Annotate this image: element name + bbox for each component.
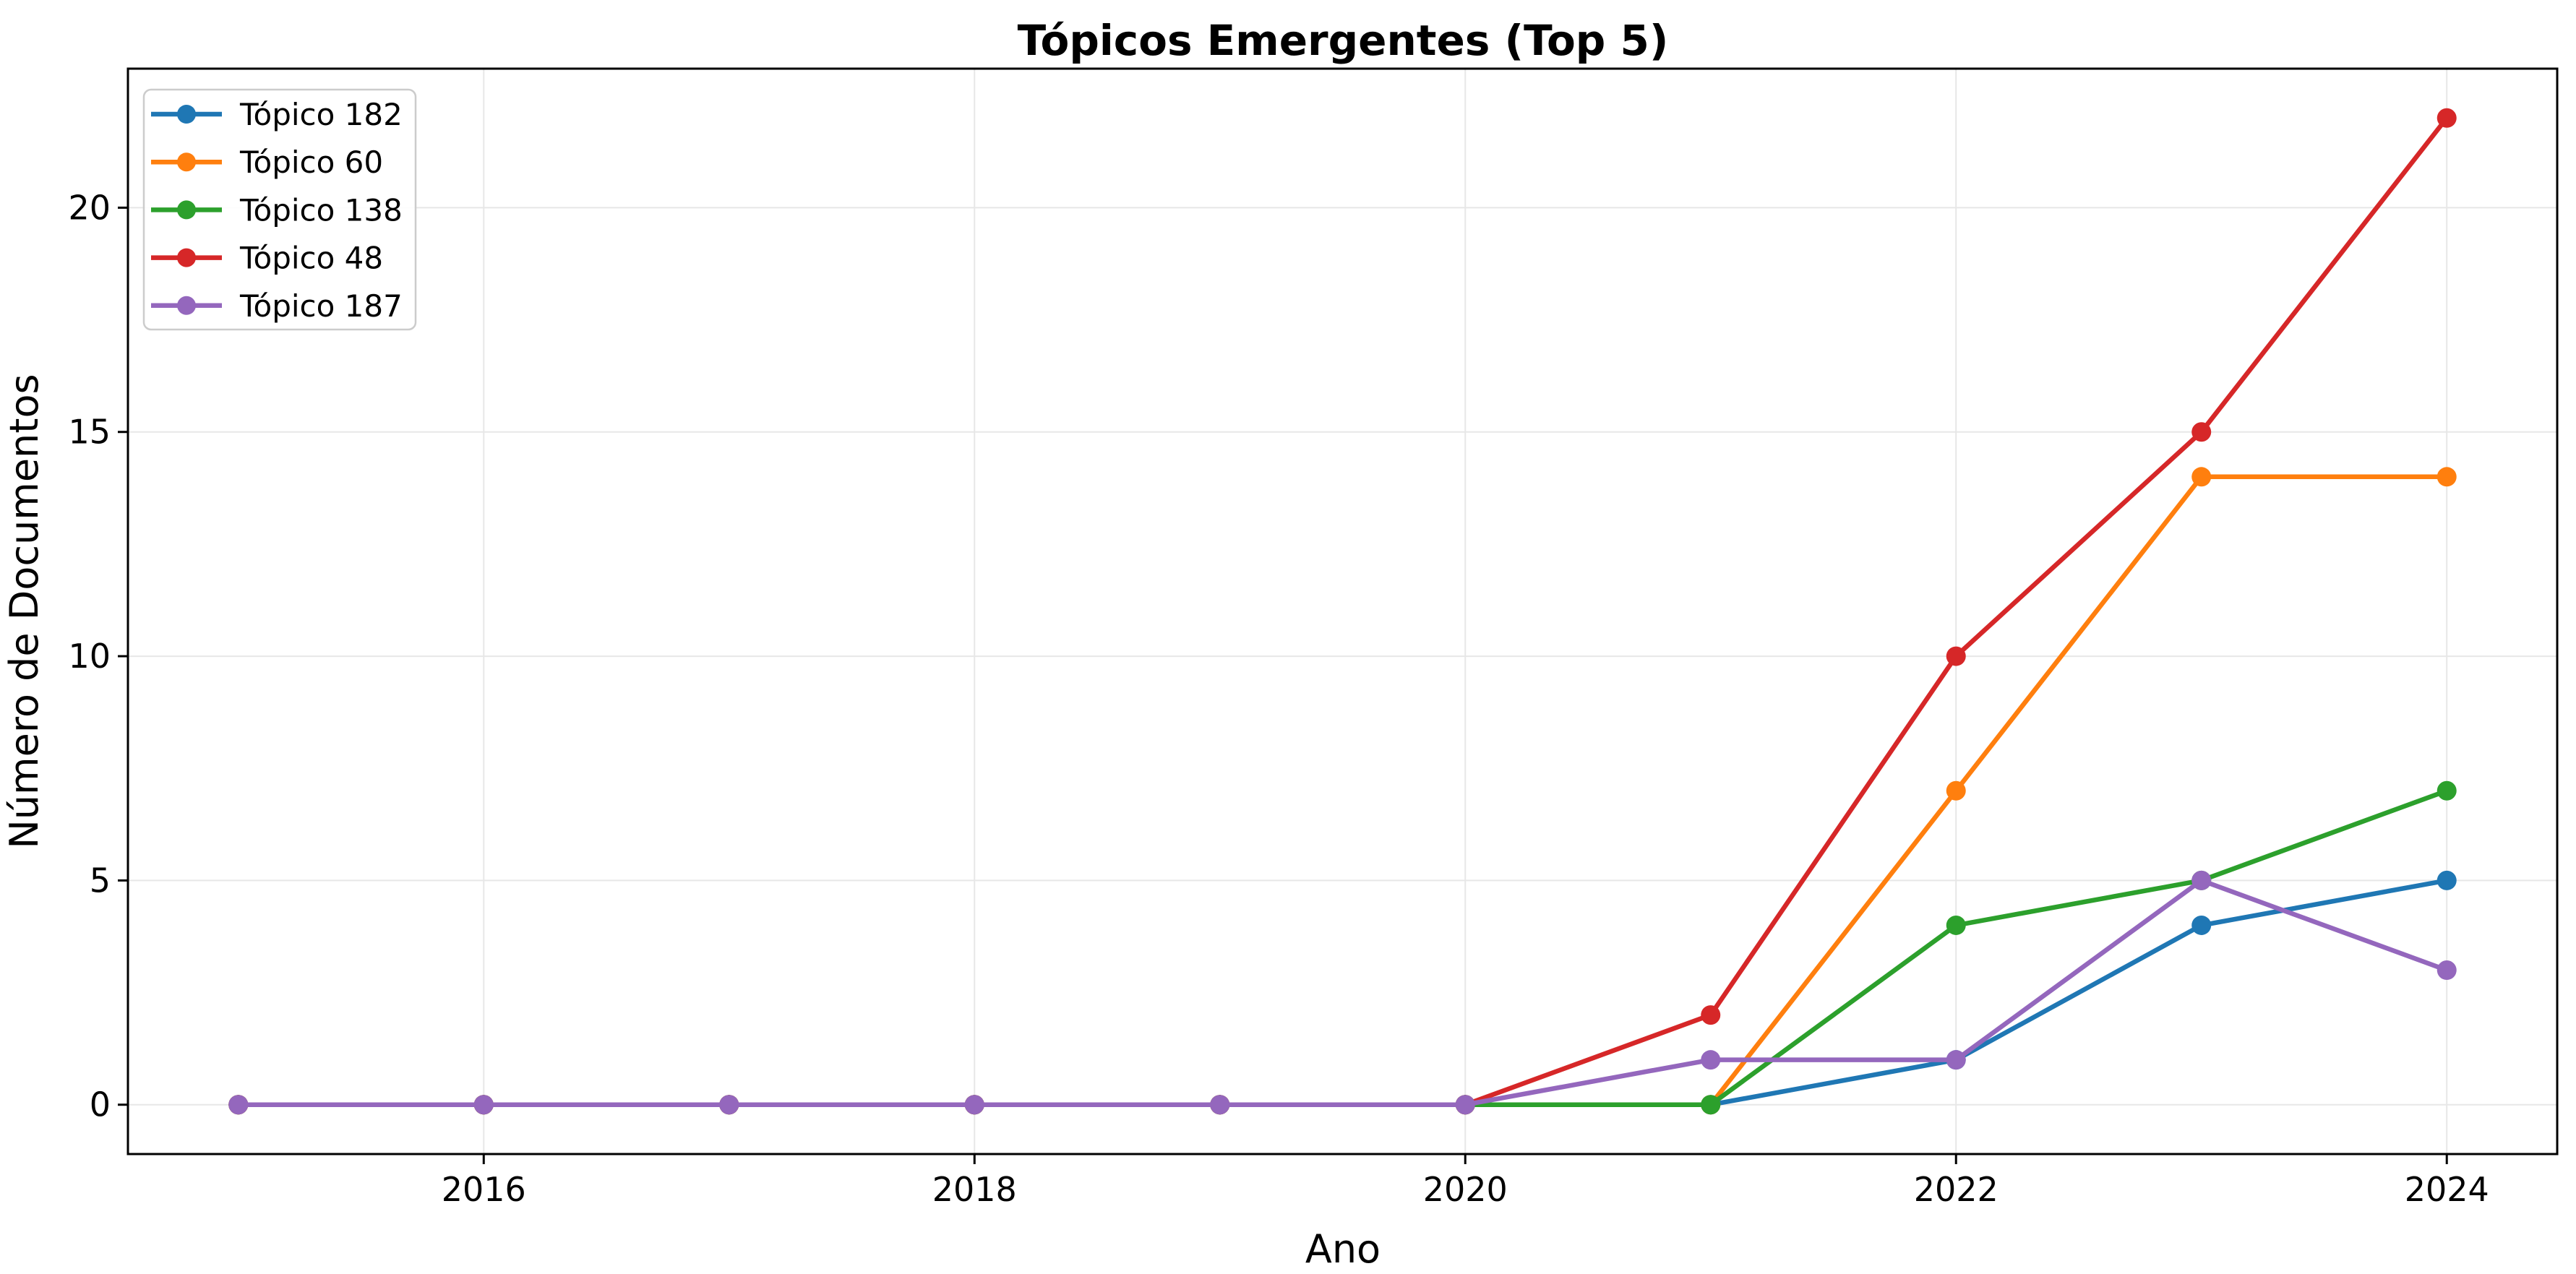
gridlines <box>128 69 2557 1154</box>
legend-label: Tópico 138 <box>239 192 403 228</box>
data-point-marker <box>2437 108 2457 128</box>
series-line <box>238 878 2448 1107</box>
data-point-marker <box>1210 1095 1230 1115</box>
data-point-marker <box>964 1095 984 1115</box>
plot-border <box>126 67 2559 1155</box>
data-point-marker <box>1946 780 1966 801</box>
x-tick-label: 2022 <box>1914 1170 1998 1209</box>
data-point-marker <box>2437 780 2457 801</box>
data-point-marker <box>2437 870 2457 890</box>
axis-ticks <box>118 206 2448 1164</box>
series-line <box>238 878 2447 1107</box>
data-point-marker <box>1455 1095 1475 1115</box>
data-point-marker <box>1946 1050 1966 1070</box>
data-point-marker <box>473 1095 494 1115</box>
x-tick-label: 2024 <box>2405 1170 2489 1209</box>
legend-sample-marker <box>177 105 196 124</box>
data-point-marker <box>1946 646 1966 666</box>
data-point-marker <box>2437 467 2457 487</box>
legend-sample-marker <box>177 152 196 172</box>
data-point-marker <box>228 1095 249 1115</box>
y-axis-label: Número de Documentos <box>1 374 47 848</box>
data-point-marker <box>2191 870 2212 890</box>
legend-label: Tópico 187 <box>239 288 403 324</box>
series-line <box>238 788 2448 1107</box>
legend-label: Tópico 48 <box>239 241 383 276</box>
legend-sample-marker <box>177 248 196 267</box>
x-tick-label: 2016 <box>442 1170 526 1209</box>
y-tick-label: 0 <box>90 1085 111 1124</box>
legend-sample-marker <box>177 296 196 315</box>
data-point-marker <box>1701 1005 1721 1025</box>
legend-box <box>142 88 417 331</box>
data-point-marker <box>1701 1095 1721 1115</box>
data-point-marker <box>2191 422 2212 442</box>
data-point-marker <box>2191 915 2212 935</box>
data-point-marker <box>719 1095 739 1115</box>
legend-label: Tópico 60 <box>239 145 383 180</box>
data-point-marker <box>2437 960 2457 981</box>
x-tick-label: 2018 <box>932 1170 1017 1209</box>
data-series <box>228 108 2457 1115</box>
data-point-marker <box>1701 1050 1721 1070</box>
data-point-marker <box>1946 915 1966 935</box>
series-line <box>238 116 2449 1107</box>
y-tick-label: 15 <box>68 413 111 452</box>
legend: Tópico 182 Tópico 60 Tópico 138 Tópico 48 Tó… <box>142 88 417 331</box>
y-tick-label: 5 <box>90 861 111 900</box>
y-tick-label: 10 <box>68 637 111 676</box>
series-line <box>238 474 2447 1107</box>
legend-label: Tópico 182 <box>239 97 403 132</box>
tick-labels: 2016 2018 2020 2022 2024 0 5 10 15 20 <box>68 188 2489 1209</box>
legend-sample-marker <box>177 200 196 220</box>
chart-title: Tópicos Emergentes (Top 5) <box>1018 16 1669 65</box>
x-tick-label: 2020 <box>1423 1170 1508 1209</box>
y-tick-label: 20 <box>68 188 111 227</box>
x-axis-label: Ano <box>1305 1226 1381 1272</box>
data-point-marker <box>2191 467 2212 487</box>
